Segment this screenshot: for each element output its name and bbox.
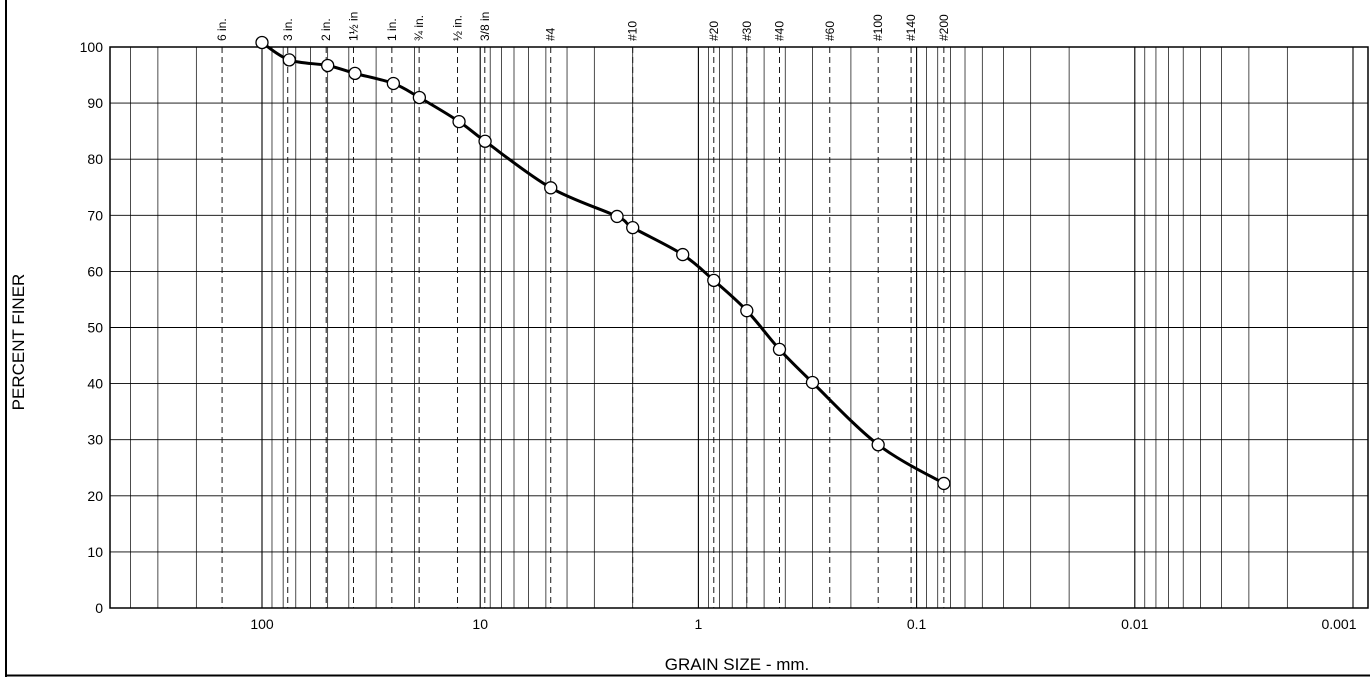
data-point (452, 114, 466, 129)
sieve-label: #140 (904, 14, 918, 41)
sieve-label: 6 in. (215, 18, 229, 41)
data-point (626, 220, 640, 235)
x-tick-label: 1 (695, 616, 703, 632)
sieve-label: #4 (544, 27, 558, 41)
x-tick-label: 0.01 (1121, 616, 1148, 632)
gradation-curve (260, 41, 946, 485)
sieve-label: #20 (707, 21, 721, 41)
sieve-label: ½ in. (451, 15, 465, 41)
data-points (255, 35, 951, 491)
x-axis-title: GRAIN SIZE - mm. (665, 655, 810, 674)
data-point (707, 273, 721, 288)
grid-lines (110, 46, 1368, 609)
data-point (282, 53, 296, 67)
y-axis-title: PERCENT FINER (9, 274, 28, 411)
x-tick-label: 0.1 (907, 616, 927, 632)
sieve-label: #30 (740, 21, 754, 41)
data-point (871, 438, 885, 452)
y-tick-label: 80 (87, 151, 103, 167)
sieve-label: 3/8 in (478, 12, 492, 41)
y-tick-label: 20 (87, 488, 103, 504)
data-point (937, 476, 951, 491)
data-point (348, 66, 362, 81)
data-point (740, 304, 754, 318)
plot-border (109, 46, 1369, 609)
data-point (805, 375, 820, 390)
sieve-label: 3 in. (281, 18, 295, 41)
x-tick-labels: 100 10 1 0.1 0.01 0.001 (250, 616, 1356, 632)
y-tick-label: 40 (87, 376, 103, 392)
sieve-label: 1½ in (346, 12, 360, 41)
data-point (544, 181, 558, 195)
data-point (610, 209, 624, 224)
sieve-label: 2 in. (319, 18, 333, 41)
y-tick-label: 50 (87, 320, 103, 336)
y-tick-label: 30 (87, 432, 103, 448)
y-tick-label: 60 (87, 263, 103, 279)
sieve-label: #200 (937, 14, 951, 41)
y-tick-label: 90 (87, 95, 103, 111)
x-tick-label: 100 (250, 616, 274, 632)
y-tick-labels: 0 10 20 30 40 50 60 70 80 90 100 (80, 39, 104, 616)
x-tick-label: 10 (472, 616, 488, 632)
sieve-label: ¾ in. (412, 15, 426, 41)
y-tick-label: 100 (80, 39, 104, 55)
data-point (676, 247, 690, 262)
data-point (255, 35, 269, 50)
outer-frame (5, 0, 1370, 677)
sieve-label: #60 (823, 21, 837, 41)
data-point (412, 90, 427, 105)
data-point (386, 76, 401, 91)
sieve-label: #40 (772, 21, 786, 41)
sieve-label: 1 in. (385, 18, 399, 41)
sieve-label: #10 (626, 21, 640, 41)
data-point (478, 134, 492, 148)
sieve-lines (221, 47, 945, 608)
y-tick-label: 0 (95, 600, 103, 616)
sieve-label: #100 (871, 14, 885, 41)
x-tick-label: 0.001 (1321, 616, 1356, 632)
sieve-labels: 6 in. 3 in. 2 in. 1½ in 1 in. ¾ in. ½ in. 3/8 i… (215, 12, 951, 41)
y-tick-label: 70 (87, 207, 103, 223)
y-tick-label: 10 (87, 544, 103, 560)
data-point (772, 342, 787, 357)
data-point (321, 58, 335, 73)
